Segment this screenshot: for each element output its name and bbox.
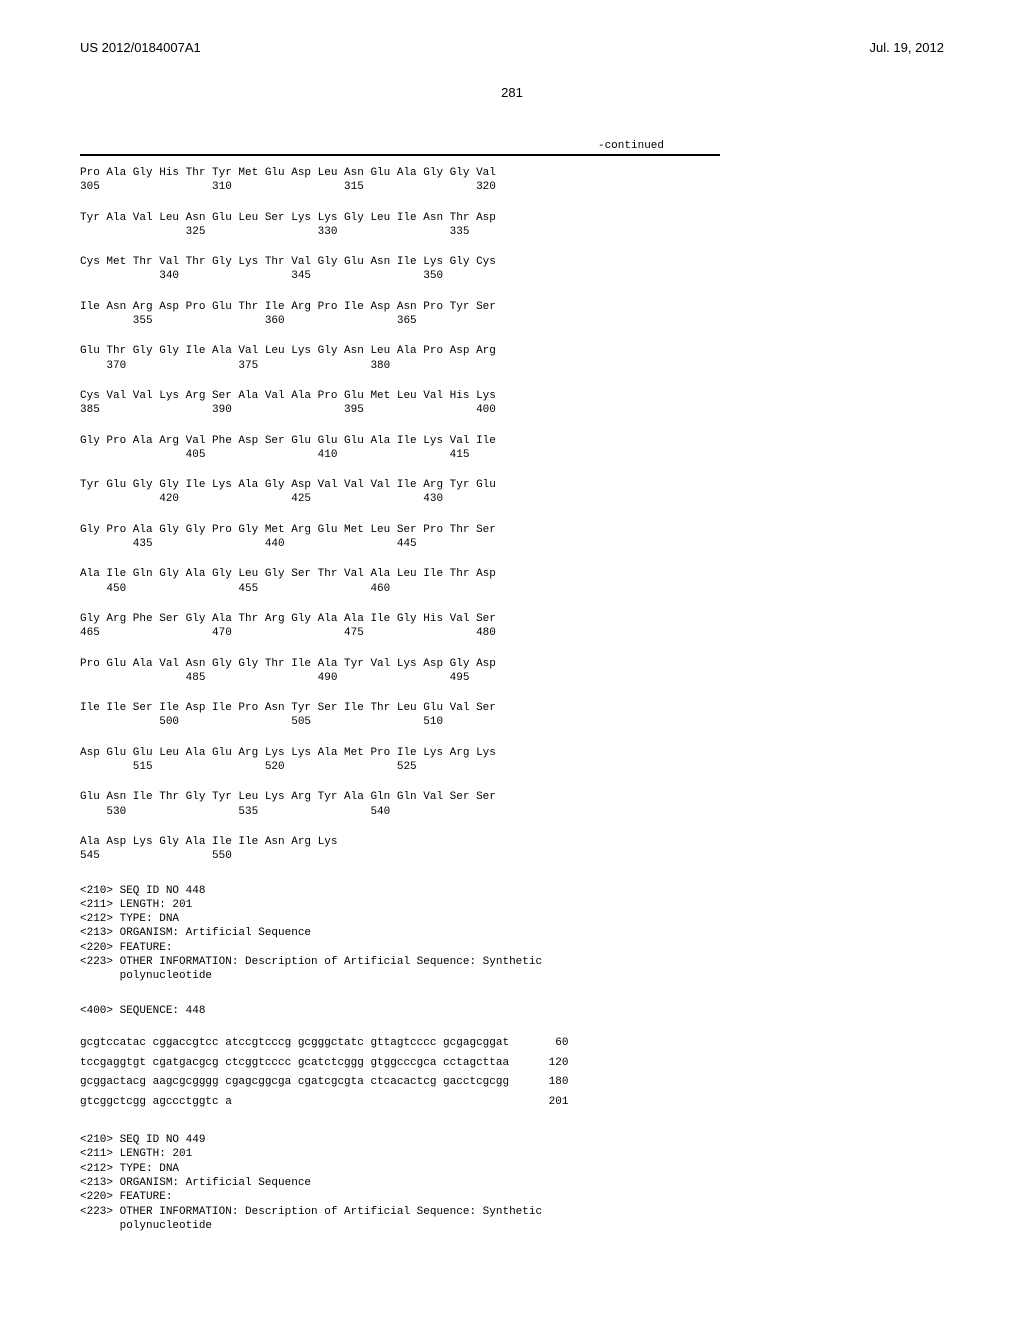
protein-row: Pro Ala Gly His Thr Tyr Met Glu Asp Leu …	[80, 166, 944, 195]
protein-row: Ile Ile Ser Ile Asp Ile Pro Asn Tyr Ser …	[80, 701, 944, 730]
protein-row: Cys Met Thr Val Thr Gly Lys Thr Val Gly …	[80, 255, 944, 284]
continued-label: -continued	[80, 140, 664, 152]
protein-row: Cys Val Val Lys Arg Ser Ala Val Ala Pro …	[80, 389, 944, 418]
protein-row: Ile Asn Arg Asp Pro Glu Thr Ile Arg Pro …	[80, 300, 944, 329]
section-divider	[80, 154, 720, 156]
page-header: US 2012/0184007A1 Jul. 19, 2012	[80, 40, 944, 55]
dna-line: tccgaggtgt cgatgacgcg ctcggtcccc gcatctc…	[80, 1054, 944, 1074]
protein-row: Tyr Glu Gly Gly Ile Lys Ala Gly Asp Val …	[80, 478, 944, 507]
dna-line: gcggactacg aagcgcgggg cgagcggcga cgatcgc…	[80, 1073, 944, 1093]
dna-sequence-448: gcgtccatac cggaccgtcc atccgtcccg gcgggct…	[80, 1034, 944, 1113]
protein-row: Gly Pro Ala Arg Val Phe Asp Ser Glu Glu …	[80, 434, 944, 463]
protein-row: Gly Arg Phe Ser Gly Ala Thr Arg Gly Ala …	[80, 612, 944, 641]
seq449-meta: <210> SEQ ID NO 449 <211> LENGTH: 201 <2…	[80, 1133, 944, 1233]
doc-date: Jul. 19, 2012	[870, 40, 944, 55]
protein-row: Ala Asp Lys Gly Ala Ile Ile Asn Arg Lys …	[80, 835, 944, 864]
protein-row: Asp Glu Glu Leu Ala Glu Arg Lys Lys Ala …	[80, 746, 944, 775]
protein-sequence: Pro Ala Gly His Thr Tyr Met Glu Asp Leu …	[80, 166, 944, 864]
seq448-meta: <210> SEQ ID NO 448 <211> LENGTH: 201 <2…	[80, 884, 944, 984]
protein-row: Tyr Ala Val Leu Asn Glu Leu Ser Lys Lys …	[80, 211, 944, 240]
page-number: 281	[80, 85, 944, 100]
doc-id: US 2012/0184007A1	[80, 40, 201, 55]
dna-line: gcgtccatac cggaccgtcc atccgtcccg gcgggct…	[80, 1034, 944, 1054]
dna-line: gtcggctcgg agccctggtc a 201	[80, 1093, 944, 1113]
protein-row: Glu Asn Ile Thr Gly Tyr Leu Lys Arg Tyr …	[80, 790, 944, 819]
protein-row: Ala Ile Gln Gly Ala Gly Leu Gly Ser Thr …	[80, 567, 944, 596]
seq448-label: <400> SEQUENCE: 448	[80, 1004, 944, 1018]
protein-row: Pro Glu Ala Val Asn Gly Gly Thr Ile Ala …	[80, 657, 944, 686]
protein-row: Gly Pro Ala Gly Gly Pro Gly Met Arg Glu …	[80, 523, 944, 552]
protein-row: Glu Thr Gly Gly Ile Ala Val Leu Lys Gly …	[80, 344, 944, 373]
